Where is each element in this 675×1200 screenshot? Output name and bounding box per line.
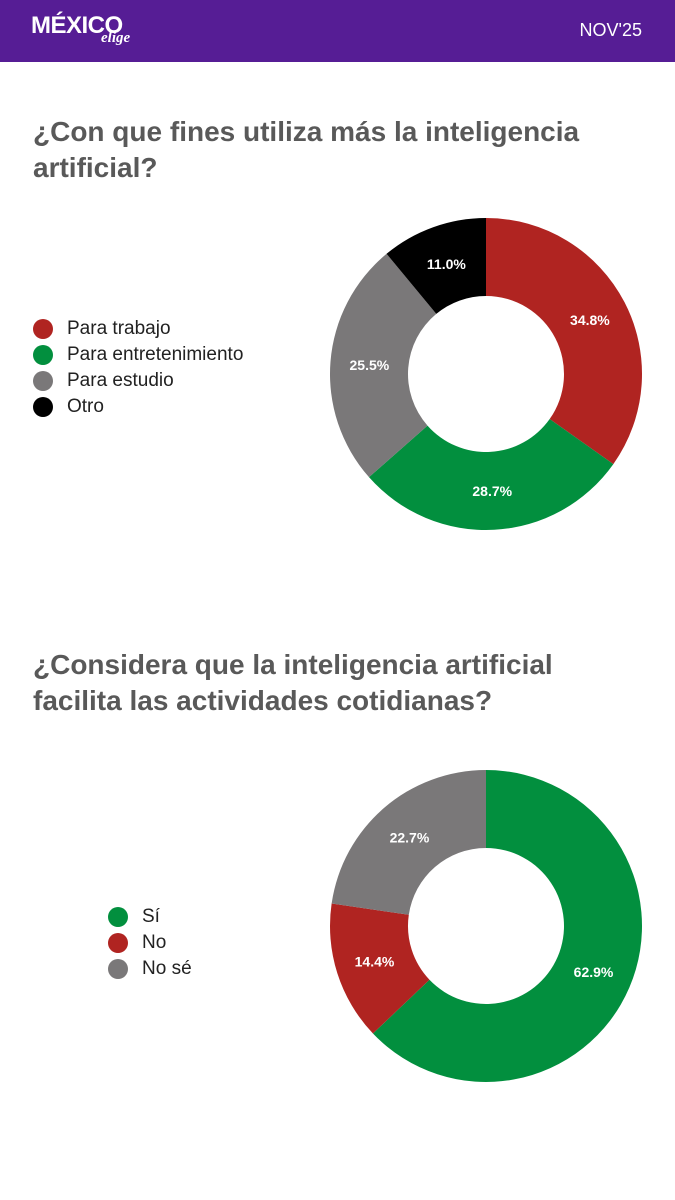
legend-label: Para entretenimiento xyxy=(67,344,244,365)
legend-item: Para entretenimiento xyxy=(33,342,243,368)
legend-label: Para trabajo xyxy=(67,318,171,339)
chart-2-legend: Sí No No sé xyxy=(108,904,192,982)
donut-slice-2-3 xyxy=(331,770,486,915)
legend-swatch xyxy=(108,933,128,953)
legend-label: No xyxy=(142,932,167,953)
chart-1-title: ¿Con que fines utiliza más la inteligenc… xyxy=(33,116,580,183)
donut-slice-1-3 xyxy=(330,253,437,478)
date-label: NOV'25 xyxy=(579,20,642,40)
donut-slice-2-2 xyxy=(330,903,430,1034)
legend-label: Otro xyxy=(67,396,104,417)
chart-1-donut: 34.8% 28.7% 25.5% 11.0% xyxy=(330,218,642,530)
slice-value-label: 28.7% xyxy=(472,483,512,499)
legend-swatch xyxy=(33,397,53,417)
legend-label: Sí xyxy=(142,906,160,927)
donut-slice-2-1 xyxy=(372,770,643,1082)
donut-slice-1-2 xyxy=(368,419,614,530)
legend-item: Otro xyxy=(33,394,243,420)
slice-value-label: 14.4% xyxy=(355,953,395,969)
mexico-elige-logo: MÉXICO elige xyxy=(31,12,161,52)
donut-slice-1-1 xyxy=(486,218,642,465)
legend-item: Para trabajo xyxy=(33,316,243,342)
legend-label: Para estudio xyxy=(67,370,174,391)
legend-swatch xyxy=(33,345,53,365)
donut-slice-1-4 xyxy=(386,218,486,314)
legend-swatch xyxy=(108,907,128,927)
slice-value-label: 34.8% xyxy=(570,312,610,328)
legend-item: Para estudio xyxy=(33,368,243,394)
header-bar: MÉXICO elige NOV'25 xyxy=(0,0,675,62)
logo-sub-text: elige xyxy=(101,30,131,46)
slice-value-label: 25.5% xyxy=(350,357,390,373)
legend-item: No sé xyxy=(108,956,192,982)
legend-swatch xyxy=(33,319,53,339)
legend-item: Sí xyxy=(108,904,192,930)
chart-1-legend: Para trabajo Para entretenimiento Para e… xyxy=(33,316,243,420)
slice-value-label: 22.7% xyxy=(390,830,430,846)
legend-label: No sé xyxy=(142,958,192,979)
chart-2-donut: 62.9% 14.4% 22.7% xyxy=(330,770,643,1082)
legend-item: No xyxy=(108,930,192,956)
chart-2-title: ¿Considera que la inteligencia artificia… xyxy=(33,649,553,716)
legend-swatch xyxy=(108,959,128,979)
slice-value-label: 62.9% xyxy=(574,964,614,980)
legend-swatch xyxy=(33,371,53,391)
slice-value-label: 11.0% xyxy=(427,256,466,272)
logo-main-text: MÉXICO xyxy=(31,12,123,39)
